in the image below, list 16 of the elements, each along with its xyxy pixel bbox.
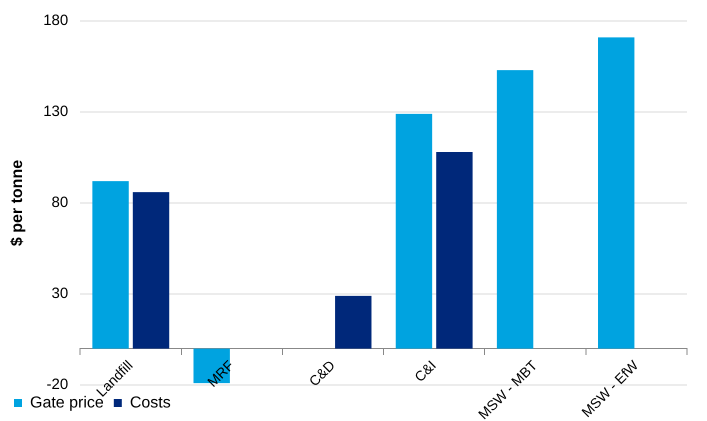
bar (132, 192, 170, 349)
y-tick-label: 180 (43, 12, 68, 30)
bar (436, 152, 473, 349)
bar (496, 70, 534, 349)
x-tick-label: C&D (306, 357, 338, 390)
y-tick-label: 130 (43, 103, 68, 120)
x-tick-label: C&I (411, 357, 440, 385)
bar (92, 181, 129, 349)
bar (598, 37, 634, 349)
bar (396, 114, 432, 349)
y-tick-label: -20 (46, 376, 68, 394)
legend-label: Costs (130, 394, 171, 412)
bar (335, 296, 372, 349)
y-tick-label: 30 (52, 285, 68, 302)
y-tick-label: 80 (52, 194, 68, 212)
y-axis-title: $ per tonne (9, 160, 26, 246)
